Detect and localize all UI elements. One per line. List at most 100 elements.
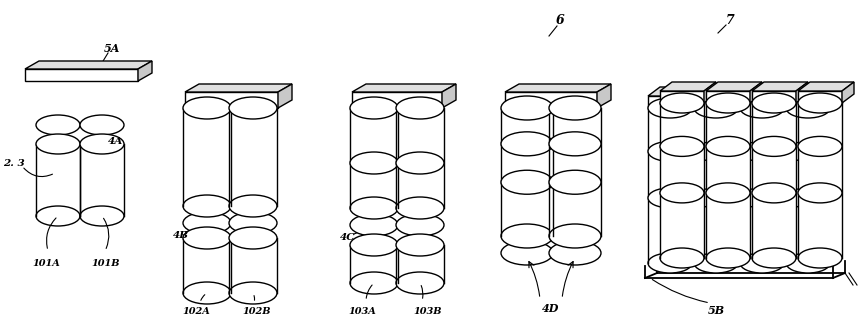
Bar bbox=[798, 103, 842, 258]
Ellipse shape bbox=[706, 136, 750, 156]
Text: 5A: 5A bbox=[104, 44, 120, 55]
Text: 4A: 4A bbox=[108, 136, 124, 145]
Ellipse shape bbox=[350, 272, 398, 294]
Ellipse shape bbox=[350, 152, 398, 174]
Ellipse shape bbox=[229, 195, 277, 217]
Polygon shape bbox=[352, 84, 456, 92]
Bar bbox=[549, 108, 601, 236]
Polygon shape bbox=[185, 92, 278, 108]
Polygon shape bbox=[597, 84, 611, 108]
Text: 5B: 5B bbox=[708, 306, 725, 317]
Polygon shape bbox=[648, 96, 692, 108]
Polygon shape bbox=[25, 69, 138, 81]
Ellipse shape bbox=[798, 136, 842, 156]
Bar bbox=[80, 144, 124, 216]
Text: 101A: 101A bbox=[32, 258, 60, 267]
Ellipse shape bbox=[752, 93, 796, 113]
Ellipse shape bbox=[694, 98, 738, 118]
Ellipse shape bbox=[694, 253, 738, 273]
Bar bbox=[183, 108, 231, 206]
Ellipse shape bbox=[786, 141, 830, 161]
Polygon shape bbox=[442, 84, 456, 108]
Ellipse shape bbox=[740, 188, 784, 208]
Ellipse shape bbox=[549, 96, 601, 120]
Polygon shape bbox=[752, 82, 808, 91]
Ellipse shape bbox=[706, 183, 750, 203]
Ellipse shape bbox=[740, 253, 784, 273]
Ellipse shape bbox=[183, 212, 231, 234]
Polygon shape bbox=[692, 87, 704, 108]
Ellipse shape bbox=[798, 248, 842, 268]
Polygon shape bbox=[278, 84, 292, 108]
Ellipse shape bbox=[80, 134, 124, 154]
Bar bbox=[660, 103, 704, 258]
Bar bbox=[350, 245, 398, 283]
Ellipse shape bbox=[229, 212, 277, 234]
Bar bbox=[694, 108, 738, 263]
Polygon shape bbox=[706, 91, 750, 103]
Polygon shape bbox=[706, 82, 762, 91]
Polygon shape bbox=[185, 84, 292, 92]
Ellipse shape bbox=[501, 170, 553, 194]
Polygon shape bbox=[704, 82, 716, 103]
Bar bbox=[501, 108, 553, 236]
Ellipse shape bbox=[80, 206, 124, 226]
Ellipse shape bbox=[648, 188, 692, 208]
Text: 101B: 101B bbox=[92, 258, 120, 267]
Ellipse shape bbox=[501, 96, 553, 120]
Bar bbox=[786, 108, 830, 263]
Text: 102A: 102A bbox=[182, 307, 210, 316]
Ellipse shape bbox=[183, 282, 231, 304]
Bar bbox=[229, 238, 277, 293]
Ellipse shape bbox=[183, 97, 231, 119]
Ellipse shape bbox=[549, 224, 601, 248]
Polygon shape bbox=[798, 82, 854, 91]
Ellipse shape bbox=[183, 195, 231, 217]
Polygon shape bbox=[738, 87, 750, 108]
Ellipse shape bbox=[660, 93, 704, 113]
Ellipse shape bbox=[786, 98, 830, 118]
Ellipse shape bbox=[501, 132, 553, 156]
Polygon shape bbox=[750, 82, 762, 103]
Ellipse shape bbox=[501, 241, 553, 265]
Ellipse shape bbox=[549, 132, 601, 156]
Polygon shape bbox=[740, 87, 796, 96]
Polygon shape bbox=[505, 92, 597, 108]
Text: 103A: 103A bbox=[348, 307, 376, 316]
Ellipse shape bbox=[396, 272, 444, 294]
Text: 4D: 4D bbox=[543, 302, 560, 314]
Polygon shape bbox=[784, 87, 796, 108]
Polygon shape bbox=[830, 87, 842, 108]
Text: 7: 7 bbox=[726, 14, 734, 28]
Text: 4B: 4B bbox=[173, 230, 189, 239]
Ellipse shape bbox=[183, 227, 231, 249]
Ellipse shape bbox=[660, 136, 704, 156]
Text: 102B: 102B bbox=[243, 307, 271, 316]
Polygon shape bbox=[842, 82, 854, 103]
Ellipse shape bbox=[396, 214, 444, 236]
Bar bbox=[740, 108, 784, 263]
Polygon shape bbox=[694, 87, 750, 96]
Ellipse shape bbox=[786, 253, 830, 273]
Polygon shape bbox=[138, 61, 152, 81]
Text: 4C: 4C bbox=[341, 232, 356, 241]
Ellipse shape bbox=[706, 248, 750, 268]
Ellipse shape bbox=[740, 98, 784, 118]
Ellipse shape bbox=[350, 197, 398, 219]
Ellipse shape bbox=[80, 115, 124, 135]
Polygon shape bbox=[660, 91, 704, 103]
Polygon shape bbox=[660, 82, 716, 91]
Ellipse shape bbox=[396, 197, 444, 219]
Ellipse shape bbox=[229, 227, 277, 249]
Ellipse shape bbox=[396, 234, 444, 256]
Polygon shape bbox=[798, 91, 842, 103]
Ellipse shape bbox=[36, 134, 80, 154]
Text: 103B: 103B bbox=[414, 307, 442, 316]
Ellipse shape bbox=[549, 170, 601, 194]
Ellipse shape bbox=[660, 183, 704, 203]
Ellipse shape bbox=[648, 253, 692, 273]
Bar bbox=[706, 103, 750, 258]
Polygon shape bbox=[352, 92, 442, 108]
Polygon shape bbox=[694, 96, 738, 108]
Ellipse shape bbox=[660, 248, 704, 268]
